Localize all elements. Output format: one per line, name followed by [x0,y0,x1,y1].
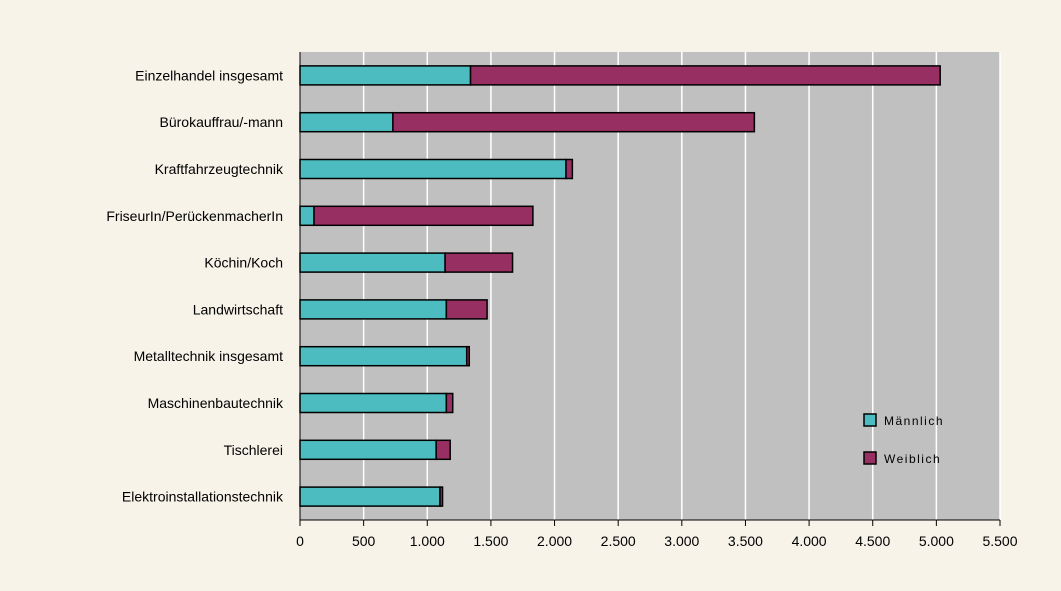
legend-label-male: Männlich [884,414,944,428]
bar-female [392,111,756,133]
bar-female [313,205,534,227]
x-tick-label: 1.000 [410,533,445,549]
bar-female [565,158,574,180]
category-label: Köchin/Koch [204,255,283,271]
bar-male [299,299,448,320]
legend-label-female: Weiblich [884,452,941,466]
x-tick-label: 2.500 [601,533,636,549]
x-axis: 0 500 1.000 1.500 2.000 2.500 3.000 3.500 4.000 4… [296,52,1018,549]
x-tick-label: 5.500 [982,533,1017,549]
bar-male [299,439,437,461]
x-tick-label: 0 [296,533,304,549]
bar-male [299,65,472,86]
bar-female [465,345,471,367]
bar-male [299,392,448,414]
bar-male [299,345,468,367]
bar-female [444,252,514,273]
bar-female [445,299,488,320]
bars [299,65,941,507]
category-label: FriseurIn/PerückenmacherIn [106,208,283,224]
bar-female [469,65,941,86]
bar-male [299,252,446,273]
category-label: Landwirtschaft [193,301,283,317]
x-tick-label: 5.000 [919,533,954,549]
category-label: Elektroinstallationstechnik [122,489,284,505]
category-label: Tischlerei [224,442,283,458]
legend-swatch-male [863,413,877,427]
bar-male [299,205,315,227]
category-label: Maschinenbautechnik [148,395,284,411]
category-label: Kraftfahrzeugtechnik [155,161,284,177]
x-tick-label: 500 [352,533,376,549]
category-labels: Einzelhandel insgesamt Bürokauffrau/-mann… [106,67,284,504]
bar-female [439,486,444,507]
x-tick-label: 4.500 [855,533,890,549]
x-tick-label: 4.000 [792,533,827,549]
x-tick-label: 3.500 [728,533,763,549]
bar-female [445,392,454,414]
bar-male [299,486,441,507]
bar-male [299,111,394,133]
category-label: Einzelhandel insgesamt [135,67,283,83]
legend-swatch-female [863,451,877,465]
legend: Männlich Weiblich [863,413,944,466]
category-label: Metalltechnik insgesamt [134,348,284,364]
x-tick-label: 2.000 [537,533,572,549]
x-tick-label: 3.000 [664,533,699,549]
bar-male [299,158,567,180]
category-label: Bürokauffrau/-mann [160,114,283,130]
bar-female [435,439,451,461]
x-tick-label: 1.500 [473,533,508,549]
